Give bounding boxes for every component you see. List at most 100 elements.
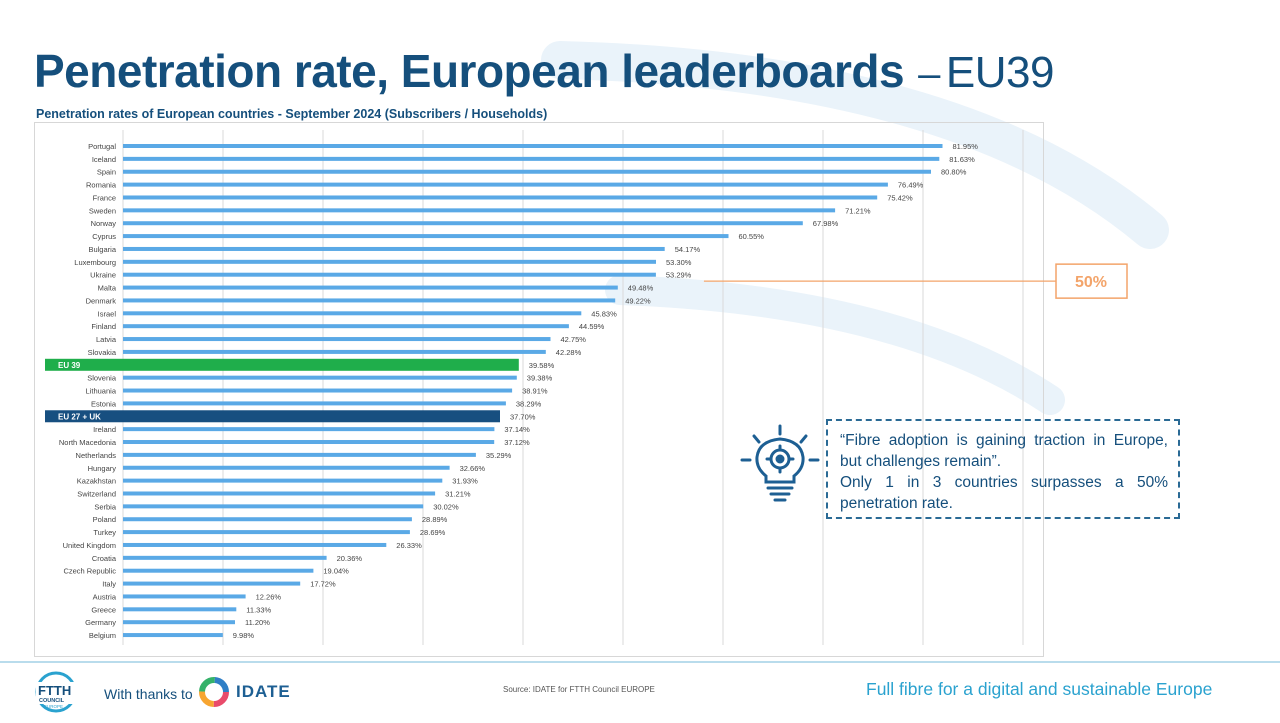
category-label: Romania	[86, 181, 117, 190]
data-label: 81.63%	[949, 155, 975, 164]
idate-logo-icon	[199, 677, 229, 707]
bar	[123, 144, 943, 148]
bar	[123, 633, 223, 638]
category-label: Iceland	[92, 155, 116, 164]
data-label: 80.80%	[941, 168, 967, 177]
category-label: Austria	[93, 592, 117, 601]
category-label: Luxembourg	[74, 258, 116, 267]
callout-quote: “Fibre adoption is gaining traction in E…	[840, 432, 1168, 470]
category-label: Bulgaria	[88, 245, 116, 254]
bar	[123, 555, 327, 560]
category-label: Ukraine	[90, 271, 116, 280]
reference-label: 50%	[1075, 274, 1107, 291]
data-label: 35.29%	[486, 451, 512, 460]
category-label: EU 27 + UK	[58, 412, 101, 421]
data-label: 75.42%	[887, 193, 913, 202]
bar	[123, 195, 878, 200]
category-label: Greece	[91, 605, 116, 614]
category-label: Finland	[91, 322, 116, 331]
category-label: Serbia	[94, 502, 117, 511]
lightbulb-gear-icon	[740, 424, 820, 502]
bar	[123, 337, 551, 342]
data-label: 38.91%	[522, 387, 548, 396]
idate-logo-text: IDATE	[236, 682, 291, 701]
data-label: 31.21%	[445, 489, 471, 498]
bar	[123, 465, 450, 470]
data-label: 17.72%	[310, 580, 336, 589]
title-suffix: EU39	[945, 48, 1055, 97]
data-label: 49.48%	[628, 284, 654, 293]
data-label: 20.36%	[337, 554, 363, 563]
bar	[123, 504, 424, 509]
data-label: 37.12%	[504, 438, 530, 447]
ftth-council-logo: FTTH COUNCIL EUROPE	[35, 671, 82, 713]
callout-box: “Fibre adoption is gaining traction in E…	[826, 419, 1180, 519]
bar	[123, 517, 412, 522]
bar	[123, 272, 656, 277]
bar	[123, 311, 582, 316]
category-label: Croatia	[92, 554, 117, 563]
bar	[123, 427, 495, 432]
bar	[123, 607, 237, 612]
bar	[123, 221, 803, 226]
bar	[123, 234, 729, 239]
category-label: Turkey	[93, 528, 116, 537]
category-label: Lithuania	[86, 387, 117, 396]
bar	[123, 388, 513, 393]
data-label: 12.26%	[256, 592, 282, 601]
callout-fact: Only 1 in 3 countries surpasses a 50% pe…	[840, 474, 1168, 512]
category-label: Spain	[97, 168, 116, 177]
category-label: Belgium	[89, 631, 116, 640]
data-label: 39.58%	[529, 361, 555, 370]
bar	[123, 568, 314, 573]
bar	[123, 246, 665, 251]
data-label: 45.83%	[591, 309, 617, 318]
ftth-logo-council: COUNCIL	[39, 698, 65, 704]
bar	[123, 182, 888, 187]
bar	[123, 156, 940, 161]
bar	[123, 620, 235, 625]
footer-divider	[0, 661, 1280, 663]
bar	[123, 478, 443, 483]
ftth-logo-europe: EUROPE	[44, 704, 63, 709]
category-label: Latvia	[96, 335, 117, 344]
category-label: Ireland	[93, 425, 116, 434]
bar	[123, 298, 616, 303]
bar	[123, 440, 495, 445]
category-label: EU 39	[58, 361, 81, 370]
ftth-logo-text: FTTH	[38, 683, 71, 698]
bar	[123, 594, 246, 599]
category-label: Germany	[85, 618, 116, 627]
highlight-bar	[45, 358, 519, 371]
data-label: 42.28%	[556, 348, 582, 357]
category-label: Kazakhstan	[77, 477, 116, 486]
category-label: Portugal	[88, 142, 116, 151]
data-label: 38.29%	[516, 399, 542, 408]
data-label: 76.49%	[898, 181, 924, 190]
data-label: 60.55%	[739, 232, 765, 241]
bar	[123, 285, 618, 290]
bar	[123, 581, 301, 586]
category-label: Malta	[98, 284, 117, 293]
data-label: 49.22%	[625, 296, 651, 305]
data-label: 44.59%	[579, 322, 605, 331]
data-label: 31.93%	[452, 477, 478, 486]
category-label: United Kingdom	[63, 541, 116, 550]
category-label: Netherlands	[76, 451, 117, 460]
data-label: 67.98%	[813, 219, 839, 228]
bar	[123, 375, 517, 380]
category-label: Estonia	[91, 399, 117, 408]
data-label: 32.66%	[460, 464, 486, 473]
bar	[123, 349, 546, 354]
source-note: Source: IDATE for FTTH Council EUROPE	[503, 685, 655, 694]
bar	[123, 542, 387, 547]
bar	[123, 401, 506, 406]
bar	[123, 452, 476, 457]
data-label: 39.38%	[527, 374, 553, 383]
data-label: 26.33%	[396, 541, 422, 550]
data-label: 28.69%	[420, 528, 446, 537]
chart-frame	[34, 122, 1044, 657]
data-label: 37.14%	[504, 425, 530, 434]
category-label: Norway	[91, 219, 117, 228]
